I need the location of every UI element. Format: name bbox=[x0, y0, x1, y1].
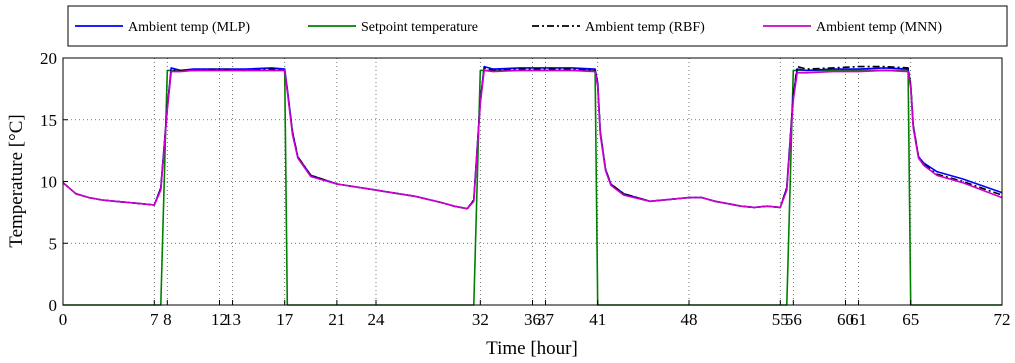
x-tick-label-13: 13 bbox=[224, 310, 241, 329]
series-line-ambient-temp-mlp bbox=[62, 65, 1003, 210]
x-tick-label-60: 60 bbox=[837, 310, 854, 329]
y-tick-label-5: 5 bbox=[49, 234, 58, 253]
x-tick-label-24: 24 bbox=[368, 310, 386, 329]
y-axis-label: Temperature [°C] bbox=[6, 114, 27, 247]
x-tick-label-0: 0 bbox=[59, 310, 68, 329]
legend-label-ambient-temp-mnn: Ambient temp (MNN) bbox=[816, 20, 942, 35]
legend: Ambient temp (MLP) Setpoint temperature Am… bbox=[67, 5, 1008, 47]
series-line-ambient-temp-mnn bbox=[62, 69, 1003, 210]
x-tick-label-7: 7 bbox=[150, 310, 159, 329]
y-tick-label-15: 15 bbox=[40, 111, 57, 130]
legend-label-ambient-temp-rbf: Ambient temp (RBF) bbox=[585, 20, 705, 35]
x-tick-label-37: 37 bbox=[537, 310, 555, 329]
x-tick-label-36: 36 bbox=[524, 310, 541, 329]
y-tick-label-0: 0 bbox=[49, 296, 58, 315]
x-tick-label-55: 55 bbox=[772, 310, 789, 329]
legend-label-setpoint-temperature: Setpoint temperature bbox=[361, 20, 478, 35]
x-tick-label-12: 12 bbox=[211, 310, 228, 329]
x-axis-label: Time [hour] bbox=[486, 338, 578, 359]
x-tick-label-48: 48 bbox=[681, 310, 698, 329]
series-line-ambient-temp-rbf bbox=[62, 65, 1003, 210]
series-layer bbox=[62, 65, 1003, 306]
x-tick-label-41: 41 bbox=[589, 310, 606, 329]
y-tick-label-10: 10 bbox=[40, 173, 57, 192]
x-tick-label-32: 32 bbox=[472, 310, 489, 329]
x-tick-label-8: 8 bbox=[163, 310, 172, 329]
x-tick-label-17: 17 bbox=[276, 310, 294, 329]
grid-lines bbox=[63, 58, 1002, 305]
x-tick-label-21: 21 bbox=[328, 310, 345, 329]
x-tick-label-72: 72 bbox=[994, 310, 1011, 329]
x-tick-label-56: 56 bbox=[785, 310, 802, 329]
legend-label-ambient-temp-mlp: Ambient temp (MLP) bbox=[128, 20, 250, 35]
x-tick-label-65: 65 bbox=[902, 310, 919, 329]
y-tick-label-20: 20 bbox=[40, 49, 57, 68]
x-tick-label-61: 61 bbox=[850, 310, 867, 329]
